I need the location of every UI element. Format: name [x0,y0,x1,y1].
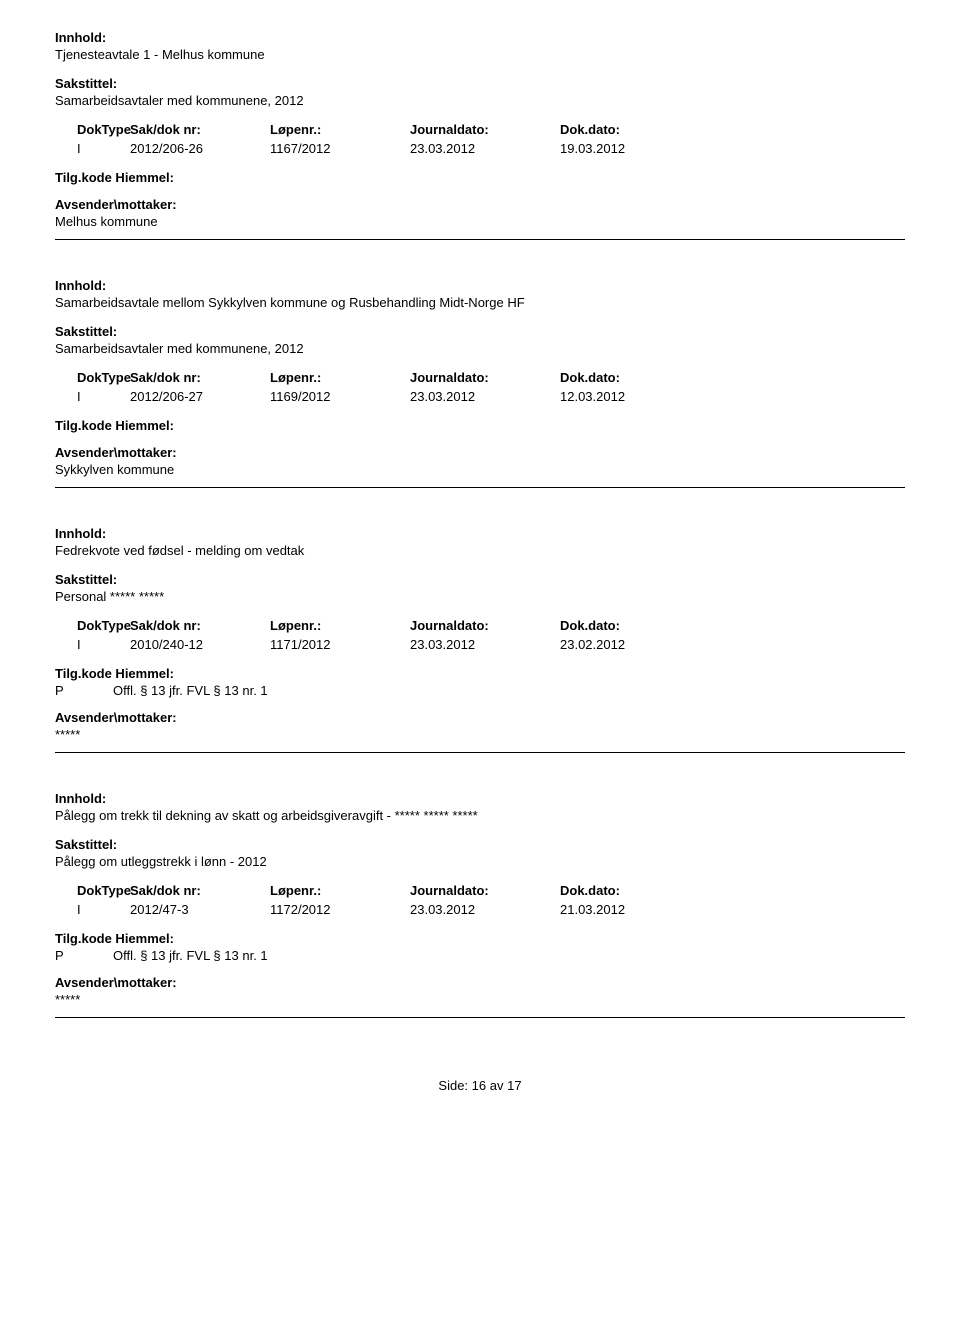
journal-entry: Innhold: Tjenesteavtale 1 - Melhus kommu… [55,30,905,240]
entry-divider [55,752,905,753]
tilgkode-hiemmel-label: Tilg.kode Hiemmel: [55,666,905,681]
table-row: I 2012/206-27 1169/2012 23.03.2012 12.03… [55,389,905,404]
sakstittel-text: Personal ***** ***** [55,589,905,604]
table-row: I 2010/240-12 1171/2012 23.03.2012 23.02… [55,637,905,652]
sakstittel-label: Sakstittel: [55,324,905,339]
table-row: I 2012/47-3 1172/2012 23.03.2012 21.03.2… [55,902,905,917]
sakstittel-label: Sakstittel: [55,837,905,852]
col-saknr-header: Sak/dok nr: [130,122,270,137]
saknr-value: 2010/240-12 [130,637,270,652]
table-row: I 2012/206-26 1167/2012 23.03.2012 19.03… [55,141,905,156]
tilg-row: P Offl. § 13 jfr. FVL § 13 nr. 1 [55,683,905,698]
tilgkode-hiemmel-label: Tilg.kode Hiemmel: [55,170,905,185]
col-dokdato-header: Dok.dato: [560,122,700,137]
innhold-text: Tjenesteavtale 1 - Melhus kommune [55,47,905,62]
sakstittel-text: Samarbeidsavtaler med kommunene, 2012 [55,93,905,108]
col-saknr-header: Sak/dok nr: [130,618,270,633]
tilgkode-hiemmel-label: Tilg.kode Hiemmel: [55,418,905,433]
sakstittel-text: Pålegg om utleggstrekk i lønn - 2012 [55,854,905,869]
dokdato-value: 21.03.2012 [560,902,700,917]
footer-page: 16 [472,1078,486,1093]
avsender-label: Avsender\mottaker: [55,975,905,990]
lopenr-value: 1172/2012 [270,902,410,917]
table-header: DokType Sak/dok nr: Løpenr.: Journaldato… [55,370,905,385]
doktype-value: I [55,637,130,652]
lopenr-value: 1171/2012 [270,637,410,652]
footer-total: 17 [507,1078,521,1093]
saknr-value: 2012/206-26 [130,141,270,156]
table-header: DokType Sak/dok nr: Løpenr.: Journaldato… [55,883,905,898]
doktype-value: I [55,902,130,917]
saknr-value: 2012/206-27 [130,389,270,404]
sakstittel-label: Sakstittel: [55,572,905,587]
col-journal-header: Journaldato: [410,370,560,385]
entry-divider [55,487,905,488]
footer-label: Side: [438,1078,468,1093]
hiemmel-text: Offl. § 13 jfr. FVL § 13 nr. 1 [113,683,268,698]
lopenr-value: 1169/2012 [270,389,410,404]
avsender-label: Avsender\mottaker: [55,197,905,212]
innhold-text: Fedrekvote ved fødsel - melding om vedta… [55,543,905,558]
col-doktype-header: DokType [55,122,130,137]
col-journal-header: Journaldato: [410,618,560,633]
col-dokdato-header: Dok.dato: [560,370,700,385]
doktype-value: I [55,389,130,404]
col-doktype-header: DokType [55,883,130,898]
innhold-label: Innhold: [55,278,905,293]
sakstittel-label: Sakstittel: [55,76,905,91]
table-header: DokType Sak/dok nr: Løpenr.: Journaldato… [55,122,905,137]
col-lopenr-header: Løpenr.: [270,618,410,633]
tilg-row: P Offl. § 13 jfr. FVL § 13 nr. 1 [55,948,905,963]
col-saknr-header: Sak/dok nr: [130,883,270,898]
col-doktype-header: DokType [55,370,130,385]
col-lopenr-header: Løpenr.: [270,370,410,385]
innhold-text: Pålegg om trekk til dekning av skatt og … [55,808,905,823]
journal-entry: Innhold: Pålegg om trekk til dekning av … [55,791,905,1018]
avsender-label: Avsender\mottaker: [55,445,905,460]
avsender-text: ***** [55,727,905,742]
dokdato-value: 23.02.2012 [560,637,700,652]
innhold-label: Innhold: [55,30,905,45]
lopenr-value: 1167/2012 [270,141,410,156]
col-dokdato-header: Dok.dato: [560,883,700,898]
journaldato-value: 23.03.2012 [410,902,560,917]
entry-divider [55,1017,905,1018]
journal-entry: Innhold: Samarbeidsavtale mellom Sykkylv… [55,278,905,488]
entry-divider [55,239,905,240]
sakstittel-text: Samarbeidsavtaler med kommunene, 2012 [55,341,905,356]
col-dokdato-header: Dok.dato: [560,618,700,633]
saknr-value: 2012/47-3 [130,902,270,917]
dokdato-value: 12.03.2012 [560,389,700,404]
avsender-text: Sykkylven kommune [55,462,905,477]
col-doktype-header: DokType [55,618,130,633]
col-journal-header: Journaldato: [410,122,560,137]
avsender-text: ***** [55,992,905,1007]
col-lopenr-header: Løpenr.: [270,883,410,898]
tilg-code: P [55,683,113,698]
innhold-label: Innhold: [55,791,905,806]
journaldato-value: 23.03.2012 [410,637,560,652]
journaldato-value: 23.03.2012 [410,141,560,156]
journal-entry: Innhold: Fedrekvote ved fødsel - melding… [55,526,905,753]
tilgkode-hiemmel-label: Tilg.kode Hiemmel: [55,931,905,946]
innhold-text: Samarbeidsavtale mellom Sykkylven kommun… [55,295,905,310]
footer-sep: av [490,1078,504,1093]
dokdato-value: 19.03.2012 [560,141,700,156]
page-footer: Side: 16 av 17 [55,1078,905,1093]
avsender-text: Melhus kommune [55,214,905,229]
avsender-label: Avsender\mottaker: [55,710,905,725]
doktype-value: I [55,141,130,156]
table-header: DokType Sak/dok nr: Løpenr.: Journaldato… [55,618,905,633]
col-lopenr-header: Løpenr.: [270,122,410,137]
col-saknr-header: Sak/dok nr: [130,370,270,385]
innhold-label: Innhold: [55,526,905,541]
col-journal-header: Journaldato: [410,883,560,898]
journaldato-value: 23.03.2012 [410,389,560,404]
tilg-code: P [55,948,113,963]
hiemmel-text: Offl. § 13 jfr. FVL § 13 nr. 1 [113,948,268,963]
